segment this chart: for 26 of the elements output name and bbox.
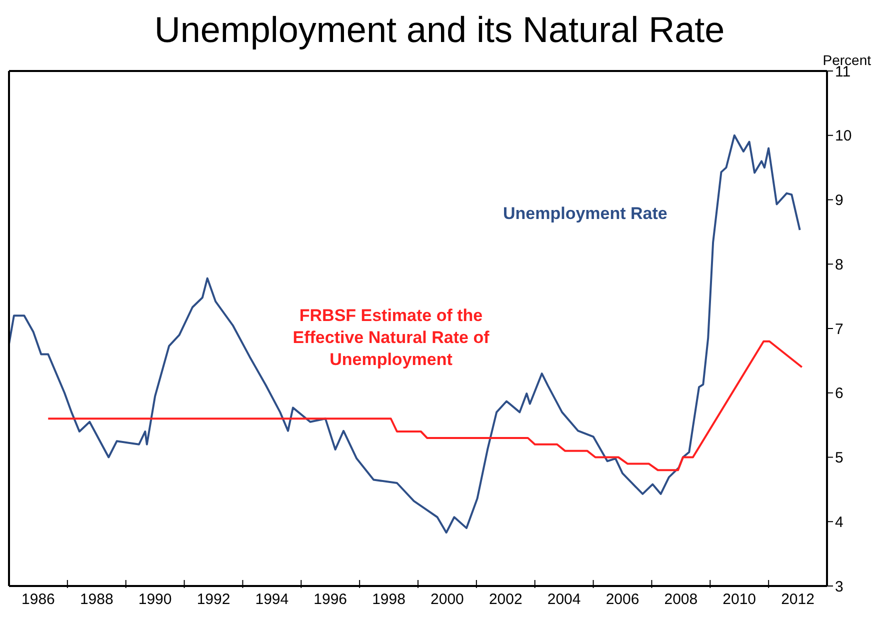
y-tick-label: 8 xyxy=(835,256,844,274)
chart-title: Unemployment and its Natural Rate xyxy=(153,8,726,52)
text: Unemployment Rate xyxy=(503,203,668,225)
x-tick-label: 2010 xyxy=(722,591,756,608)
x-tick-label: 2000 xyxy=(430,591,464,608)
x-tick-label: 1996 xyxy=(314,591,348,608)
y-tick-label: 7 xyxy=(835,320,844,338)
x-tick-label: 2008 xyxy=(664,591,698,608)
x-tick-label: 1990 xyxy=(138,591,172,608)
x-tick-label: 1986 xyxy=(22,591,55,608)
text: FRBSF Estimate of the Effective Natural Rate of Unemployment xyxy=(292,305,490,371)
y-tick-label: 6 xyxy=(835,385,844,402)
x-tick-label: 1992 xyxy=(196,591,230,608)
x-tick-label: 2006 xyxy=(606,591,640,608)
x-tick-label: 2002 xyxy=(488,591,522,608)
y-tick-label: 3 xyxy=(835,578,844,596)
y-tick-label: 4 xyxy=(835,514,844,531)
y-tick-label: 5 xyxy=(835,450,844,467)
y-tick-label: 9 xyxy=(835,192,844,210)
line-series xyxy=(9,134,801,534)
x-tick-label: 1998 xyxy=(372,591,406,608)
x-tick-label: 2004 xyxy=(547,591,581,608)
x-tick-label: 1994 xyxy=(255,591,289,608)
y-tick-label: 10 xyxy=(835,128,852,145)
x-tick-label: 2012 xyxy=(781,591,814,608)
x-tick-label: 1988 xyxy=(80,591,114,608)
